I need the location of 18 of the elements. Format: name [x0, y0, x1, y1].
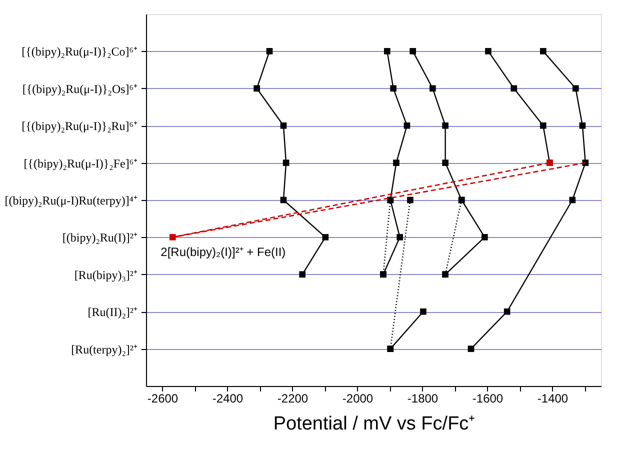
x-tick-label: -1800 — [407, 392, 438, 406]
x-tick-label: -2200 — [277, 392, 308, 406]
y-tick-label: [Ru(terpy)₂]²⁺ — [71, 342, 138, 356]
y-tick-label: [{(bipy)₂Ru(μ-I)}₂Os]⁶⁺ — [22, 82, 138, 96]
x-tick-label: -2600 — [147, 392, 178, 406]
x-tick-label: -1400 — [537, 392, 568, 406]
y-tick-label: [(bipy)₂Ru(I)]²⁺ — [62, 230, 138, 245]
y-tick-label: [Ru(bipy)₃]²⁺ — [74, 268, 138, 282]
x-tick-label: -2000 — [342, 392, 374, 406]
x-axis-title: Potential / mV vs Fc/Fc⁺ — [273, 414, 475, 434]
y-tick-label: [(bipy)₂Ru(μ-I)Ru(terpy)]⁴⁺ — [4, 194, 138, 208]
x-tick-label: -2400 — [212, 392, 244, 406]
y-tick-label: [Ru(II)₂]²⁺ — [88, 305, 138, 320]
y-tick-label: [{(bipy)₂Ru(μ-I)}₂Co]⁶⁺ — [22, 44, 138, 59]
annotation: 2[Ru(bipy)₂(I)]²⁺ + Fe(II) — [160, 245, 286, 260]
y-tick-label: [{(bipy)₂Ru(μ-I)}₂Ru]⁶⁺ — [22, 119, 138, 134]
x-tick-label: -1600 — [472, 392, 504, 406]
y-tick-label: [{(bipy)₂Ru(μ-I)}₂Fe]⁶⁺ — [24, 156, 138, 170]
